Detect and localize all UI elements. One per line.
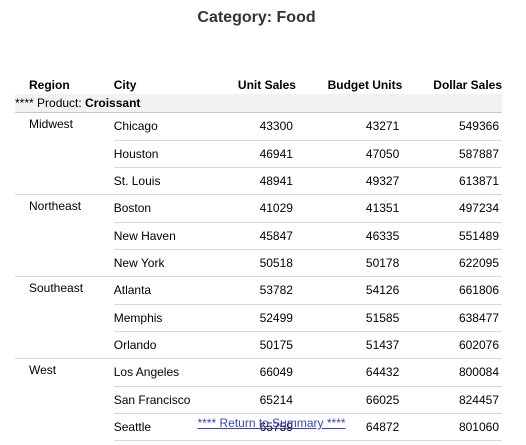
- city-cell: Memphis: [113, 304, 201, 332]
- dollar-sales-cell: 800084: [402, 359, 502, 387]
- budget-units-cell: 64872: [295, 413, 403, 441]
- unit-sales-cell: 41029: [200, 195, 296, 223]
- budget-units-cell: 43271: [295, 112, 403, 141]
- dollar-sales-cell: 801060: [402, 413, 502, 441]
- table-row: Seattle 65759 64872 801060: [15, 413, 502, 441]
- dollar-sales-cell: 549366: [402, 112, 502, 141]
- table-row: San Francisco 65214 66025 824457: [15, 386, 502, 414]
- column-header-dollar-sales: Dollar Sales: [433, 78, 502, 92]
- region-separator: [15, 358, 502, 359]
- sales-report-table: Region City Unit Sales Budget Units Doll…: [15, 72, 502, 441]
- budget-units-cell: 41351: [295, 195, 403, 223]
- dollar-sales-cell: 602076: [402, 331, 502, 359]
- unit-sales-cell: 46941: [200, 140, 296, 168]
- dollar-sales-cell: 587887: [402, 140, 502, 168]
- table-row: Orlando 50175 51437 602076: [15, 331, 502, 359]
- table-row: New Haven 45847 46335 551489: [15, 222, 502, 250]
- dollar-sales-cell: 613871: [402, 167, 502, 195]
- unit-sales-cell: 66049: [200, 359, 296, 387]
- dollar-sales-cell: 551489: [402, 222, 502, 250]
- city-cell: Los Angeles: [113, 359, 201, 387]
- city-cell: Seattle: [113, 413, 201, 441]
- region-cell: [15, 140, 114, 167]
- city-cell: Chicago: [113, 112, 201, 141]
- unit-sales-cell: 50175: [200, 331, 296, 359]
- dollar-sales-cell: 638477: [402, 304, 502, 332]
- page-title: Category: Food: [197, 9, 316, 26]
- dollar-sales-cell: 497234: [402, 195, 502, 223]
- table-row: New York 50518 50178 622095: [15, 249, 502, 277]
- product-group-name: Croissant: [85, 96, 141, 110]
- region-cell: [15, 167, 114, 195]
- unit-sales-cell: 43300: [200, 112, 296, 141]
- city-cell: San Francisco: [113, 386, 201, 414]
- return-to-summary-link[interactable]: **** Return to Summary ****: [197, 416, 346, 430]
- budget-units-cell: 64432: [295, 359, 403, 387]
- region-separator: [15, 194, 502, 195]
- city-cell: Boston: [113, 195, 201, 223]
- city-cell: Orlando: [113, 331, 201, 359]
- table-row: Midwest Chicago 43300 43271 549366: [15, 112, 502, 141]
- dollar-sales-cell: 622095: [402, 249, 502, 277]
- column-header-budget-units: Budget Units: [327, 78, 403, 92]
- budget-units-cell: 66025: [295, 386, 403, 414]
- region-cell: Southeast: [29, 281, 84, 295]
- region-cell: [15, 386, 114, 413]
- region-cell: [15, 304, 114, 331]
- region-cell: [15, 222, 114, 249]
- budget-units-cell: 46335: [295, 222, 403, 250]
- table-row: Northeast Boston 41029 41351 497234: [15, 195, 502, 223]
- column-header-city: City: [113, 78, 137, 92]
- product-group-row: **** Product: Croissant: [15, 94, 502, 113]
- budget-units-cell: 51437: [295, 331, 403, 359]
- budget-units-cell: 49327: [295, 167, 403, 195]
- city-cell: New Haven: [113, 222, 201, 250]
- budget-units-cell: 50178: [295, 249, 403, 277]
- table-row: Memphis 52499 51585 638477: [15, 304, 502, 332]
- dollar-sales-cell: 661806: [402, 277, 502, 305]
- table-header-row: Region City Unit Sales Budget Units Doll…: [15, 72, 502, 94]
- city-cell: Houston: [113, 140, 201, 168]
- unit-sales-cell: 50518: [200, 249, 296, 277]
- unit-sales-cell: 53782: [200, 277, 296, 305]
- unit-sales-cell: 45847: [200, 222, 296, 250]
- table-row: West Los Angeles 66049 64432 800084: [15, 359, 502, 387]
- unit-sales-cell: 65214: [200, 386, 296, 414]
- region-cell: [15, 331, 114, 359]
- budget-units-cell: 47050: [295, 140, 403, 168]
- unit-sales-cell: 65759: [200, 413, 296, 441]
- column-header-unit-sales: Unit Sales: [237, 78, 296, 92]
- region-cell: [15, 249, 114, 277]
- table-row: St. Louis 48941 49327 613871: [15, 167, 502, 195]
- table-row: Houston 46941 47050 587887: [15, 140, 502, 168]
- unit-sales-cell: 48941: [200, 167, 296, 195]
- budget-units-cell: 54126: [295, 277, 403, 305]
- budget-units-cell: 51585: [295, 304, 403, 332]
- region-separator: [15, 276, 502, 277]
- table-row: Southeast Atlanta 53782 54126 661806: [15, 277, 502, 305]
- city-cell: New York: [113, 249, 201, 277]
- region-cell: Midwest: [29, 117, 74, 131]
- product-group-prefix: **** Product:: [15, 96, 86, 110]
- city-cell: St. Louis: [113, 167, 201, 195]
- region-cell: West: [29, 363, 57, 377]
- dollar-sales-cell: 824457: [402, 386, 502, 414]
- unit-sales-cell: 52499: [200, 304, 296, 332]
- city-cell: Atlanta: [113, 277, 201, 305]
- column-header-region: Region: [29, 78, 70, 92]
- region-cell: Northeast: [29, 199, 82, 213]
